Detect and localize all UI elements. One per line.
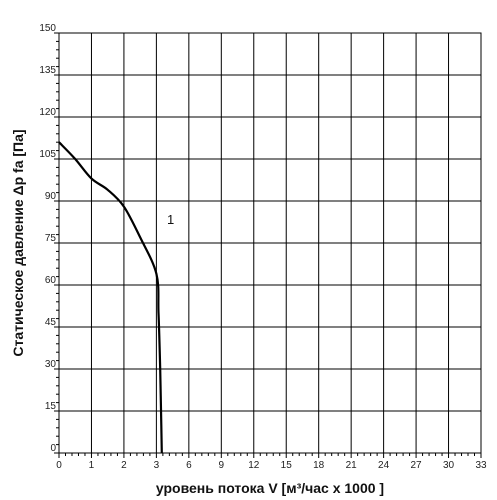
minor-ticks xyxy=(54,32,482,458)
y-tick-label: 45 xyxy=(45,317,57,328)
x-tick-label: 9 xyxy=(219,460,225,471)
x-tick-label: 6 xyxy=(186,460,192,471)
x-tick-label: 24 xyxy=(378,460,390,471)
x-axis-title: уровень потока V [м³/час x 1000 ] xyxy=(156,480,384,496)
x-tick-label: 0 xyxy=(56,460,62,471)
y-tick-labels: 0 15 30 45 60 75 90 105 120 135 150 xyxy=(39,23,56,454)
y-tick-label: 15 xyxy=(45,401,57,412)
x-tick-label: 27 xyxy=(411,460,423,471)
x-tick-label: 33 xyxy=(475,460,487,471)
y-axis-title: Статическое давление Δp fa [Па] xyxy=(10,129,26,356)
y-tick-label: 75 xyxy=(45,233,57,244)
x-tick-label: 12 xyxy=(248,460,260,471)
x-tick-label: 1 xyxy=(89,460,95,471)
y-tick-label: 105 xyxy=(39,149,56,160)
series-1-line xyxy=(58,141,163,454)
y-tick-label: 135 xyxy=(39,65,56,76)
series-1-label: 1 xyxy=(167,212,174,227)
x-tick-label: 18 xyxy=(313,460,325,471)
y-tick-label: 120 xyxy=(39,107,56,118)
x-tick-label: 30 xyxy=(443,460,455,471)
y-tick-label: 30 xyxy=(45,359,57,370)
x-tick-label: 21 xyxy=(346,460,358,471)
y-tick-label: 90 xyxy=(45,191,57,202)
y-tick-label: 150 xyxy=(39,23,56,34)
plot-frame xyxy=(58,32,482,454)
x-tick-label: 3 xyxy=(154,460,160,471)
x-tick-label: 15 xyxy=(281,460,293,471)
x-tick-label: 2 xyxy=(121,460,127,471)
grid xyxy=(59,33,481,453)
y-tick-label: 0 xyxy=(50,443,56,454)
y-tick-label: 60 xyxy=(45,275,57,286)
x-tick-labels: 0 1 2 3 6 9 12 15 18 21 24 27 30 33 xyxy=(56,460,487,471)
